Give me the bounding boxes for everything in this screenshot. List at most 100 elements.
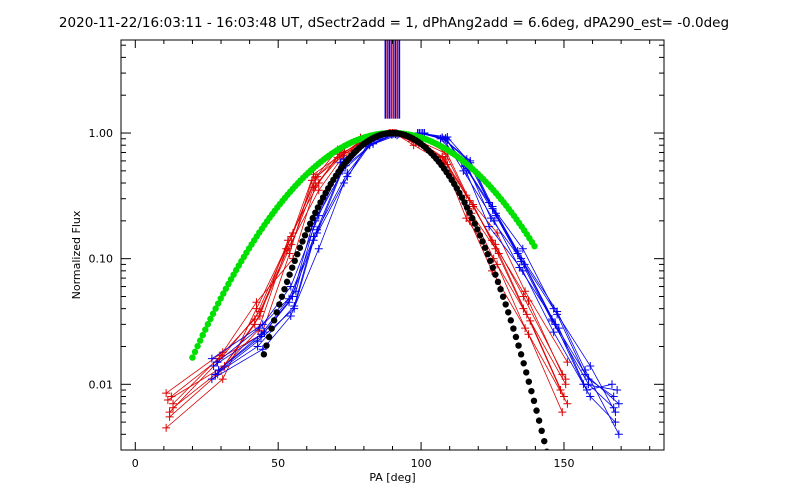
green-fit-dot-9: [209, 310, 217, 317]
red-profiles-point-5-13: [526, 316, 535, 325]
red-profiles-line-4: [167, 132, 561, 401]
red-profiles-point-7-14: [558, 408, 567, 417]
blue-profiles-point-1-1: [207, 375, 216, 384]
black-fit-dot-91: [492, 271, 499, 278]
red-profiles-point-8-13: [519, 292, 528, 301]
green-fit-dot-13: [220, 290, 227, 297]
data-layer: [162, 40, 623, 450]
red-profiles-point-7-13: [524, 330, 533, 339]
black-fit-dot-24: [319, 194, 327, 201]
blue-profiles-point-7-1: [211, 370, 220, 379]
green-fit-dot-134: [531, 243, 538, 250]
black-fit-dot-100: [515, 342, 522, 349]
blue-profiles-point-6-3: [286, 282, 295, 291]
black-fit-dot-21: [312, 209, 319, 216]
black-fit-dot-79: [461, 199, 468, 206]
black-fit-dot-98: [510, 325, 517, 332]
x-tick-label-150: 150: [553, 457, 574, 470]
black-fit-dot-93: [497, 285, 504, 293]
black-fit-dot-8: [278, 293, 286, 300]
green-fit-dot-12: [217, 295, 224, 302]
blue-profiles-point-8-9: [441, 134, 450, 143]
black-fit-dot-7: [276, 301, 283, 308]
blue-profiles-point-5-11: [490, 216, 499, 225]
black-fit-dot-18: [304, 226, 311, 233]
chart-title: 2020-11-22/16:03:11 - 16:03:48 UT, dSect…: [59, 15, 729, 31]
blue-profiles-point-1-3: [286, 311, 295, 320]
black-fit-dot-11: [286, 271, 293, 278]
red-profiles-point-6-3: [252, 298, 261, 307]
black-fit-dot-103: [523, 369, 530, 376]
red-profiles-point-7-3: [255, 307, 264, 316]
y-axis-label: Normalized Flux: [70, 210, 83, 299]
red-profiles-point-7-1: [165, 408, 174, 417]
black-fit-dot-20: [309, 214, 316, 222]
x-tick-label-0: 0: [132, 457, 139, 470]
green-fit-dot-6: [202, 326, 209, 333]
blue-profiles-point-6-12: [518, 266, 527, 275]
black-fit-dot-86: [479, 238, 486, 245]
blue-profiles-point-7-5: [343, 169, 352, 178]
black-fit-dot-14: [294, 251, 301, 258]
black-fit-dot-111: [544, 448, 550, 450]
green-fit-dot-4: [196, 337, 204, 344]
black-fit-dot-22: [314, 204, 322, 211]
black-fit-dot-101: [517, 351, 525, 358]
blue-profiles-line-4: [213, 132, 618, 391]
black-fit-dot-97: [507, 317, 515, 324]
black-fit-dot-85: [476, 232, 484, 239]
red-profiles-point-8-14: [561, 375, 570, 384]
black-fit-dot-110: [541, 437, 548, 445]
blue-profiles-point-7-13: [553, 307, 562, 316]
black-fit-dot-87: [481, 244, 489, 251]
black-fit-dot-16: [299, 238, 306, 245]
green-fit-dot-15: [225, 280, 232, 288]
blue-profiles-point-8-12: [517, 257, 526, 266]
green-fit-dot-1: [189, 354, 196, 361]
black-fit-dot-81: [466, 209, 473, 216]
blue-profiles-point-8-1: [214, 365, 223, 374]
red-profiles-point-6-1: [162, 389, 171, 398]
black-fit-dot-96: [505, 309, 512, 316]
black-fit-dot-77: [456, 189, 463, 197]
black-fit-dot-109: [538, 427, 545, 435]
red-profiles-point-4-14: [556, 386, 565, 395]
red-profiles-point-8-11: [469, 202, 478, 211]
black-fit-dot-10: [283, 278, 291, 286]
blue-profiles-point-4-15: [613, 386, 622, 395]
red-profiles-point-5-14: [559, 392, 568, 401]
black-fit-dot-6: [273, 309, 280, 316]
red-profiles-point-6-5: [311, 181, 320, 190]
black-fit-dot-102: [520, 360, 527, 367]
black-fit-dot-17: [301, 232, 309, 239]
blue-profiles-point-6-11: [485, 222, 494, 231]
black-fit-dot-3: [265, 333, 273, 341]
black-fit-dot-95: [502, 301, 509, 308]
blue-profiles-point-5-12: [515, 263, 524, 272]
red-profiles-line-1: [165, 132, 568, 429]
black-fit-dot-9: [281, 285, 288, 293]
red-profiles-point-5-4: [285, 249, 294, 258]
red-profiles-point-5-1: [167, 392, 176, 401]
red-profiles-point-6-14: [563, 399, 572, 408]
red-profiles-point-1-14: [563, 358, 572, 367]
red-profiles-point-1-2: [218, 375, 227, 384]
blue-profiles-point-1-4: [314, 244, 323, 253]
blue-profiles-point-5-15: [607, 380, 616, 389]
black-fit-dot-92: [494, 278, 502, 286]
red-profiles-line-7: [169, 132, 563, 413]
black-fit-dot-83: [471, 220, 479, 227]
red-profiles-point-8-3: [250, 315, 259, 324]
green-fit-dot-8: [207, 315, 214, 323]
green-fit-dot-5: [199, 331, 206, 339]
blue-profiles-point-3-15: [609, 392, 618, 401]
black-fit-dot-19: [306, 220, 314, 227]
black-fit-dot-88: [484, 251, 491, 258]
red-profiles-point-7-5: [314, 186, 323, 195]
x-tick-label-50: 50: [271, 457, 285, 470]
red-profiles-point-1-1: [162, 423, 171, 432]
red-profiles-point-8-12: [491, 240, 500, 249]
y-tick-label-1: 0.10: [89, 253, 114, 266]
x-tick-label-100: 100: [411, 457, 432, 470]
